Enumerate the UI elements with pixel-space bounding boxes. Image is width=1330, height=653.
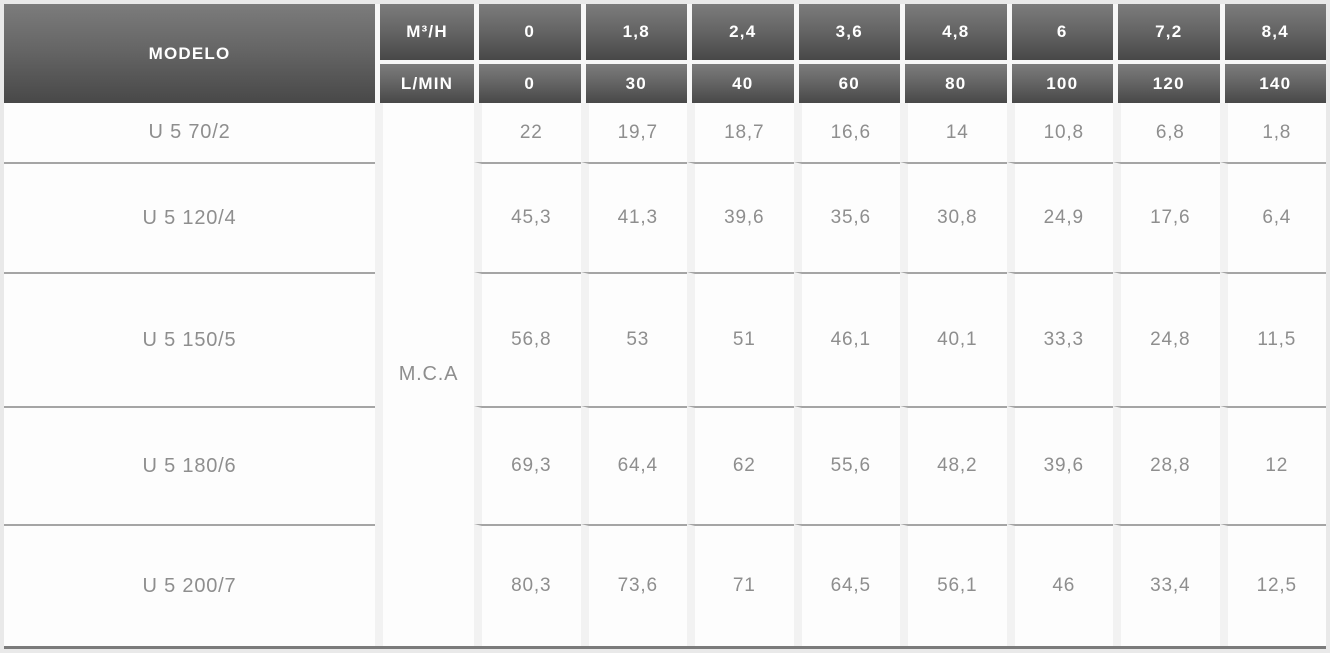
value-cell: 39,6 xyxy=(1006,406,1113,524)
flow-lmin-header-cell: 100 xyxy=(1006,60,1113,103)
table-bottom-line xyxy=(4,646,1326,649)
value-cell: 28,8 xyxy=(1113,406,1220,524)
value-cell: 12 xyxy=(1219,406,1326,524)
value-cell: 62 xyxy=(687,406,794,524)
flow-lmin-header-cell: 0 xyxy=(474,60,581,103)
value-cell: 24,9 xyxy=(1006,162,1113,272)
flow-lmin-header-cell: 40 xyxy=(687,60,794,103)
value-cell: 48,2 xyxy=(900,406,1007,524)
flow-m3h-header-cell: 7,2 xyxy=(1113,4,1220,60)
value-cell: 6,4 xyxy=(1219,162,1326,272)
value-cell: 64,5 xyxy=(793,524,900,646)
value-cell: 53 xyxy=(580,272,687,406)
value-cell: 16,6 xyxy=(793,103,900,162)
value-cell: 46 xyxy=(1006,524,1113,646)
unit-m3h-header: M³/H xyxy=(375,4,474,60)
value-cell: 14 xyxy=(900,103,1007,162)
value-cell: 6,8 xyxy=(1113,103,1220,162)
mca-unit-cell: M.C.A xyxy=(375,103,474,646)
value-cell: 30,8 xyxy=(900,162,1007,272)
unit-lmin-header: L/MIN xyxy=(375,60,474,103)
value-cell: 33,3 xyxy=(1006,272,1113,406)
value-cell: 41,3 xyxy=(580,162,687,272)
value-cell: 11,5 xyxy=(1219,272,1326,406)
value-cell: 56,8 xyxy=(474,272,581,406)
value-cell: 24,8 xyxy=(1113,272,1220,406)
model-cell: U 5 180/6 xyxy=(4,406,375,524)
model-cell: U 5 150/5 xyxy=(4,272,375,406)
flow-lmin-header-cell: 120 xyxy=(1113,60,1220,103)
modelo-column-header: MODELO xyxy=(4,4,375,103)
value-cell: 80,3 xyxy=(474,524,581,646)
value-cell: 40,1 xyxy=(900,272,1007,406)
flow-lmin-header-cell: 60 xyxy=(793,60,900,103)
flow-lmin-header-cell: 80 xyxy=(900,60,1007,103)
flow-lmin-header-cell: 140 xyxy=(1219,60,1326,103)
value-cell: 10,8 xyxy=(1006,103,1113,162)
flow-m3h-header-cell: 0 xyxy=(474,4,581,60)
value-cell: 71 xyxy=(687,524,794,646)
flow-m3h-header-cell: 4,8 xyxy=(900,4,1007,60)
flow-lmin-header-cell: 30 xyxy=(580,60,687,103)
value-cell: 69,3 xyxy=(474,406,581,524)
model-cell: U 5 200/7 xyxy=(4,524,375,646)
value-cell: 55,6 xyxy=(793,406,900,524)
model-cell: U 5 70/2 xyxy=(4,103,375,162)
flow-m3h-header-cell: 8,4 xyxy=(1219,4,1326,60)
value-cell: 51 xyxy=(687,272,794,406)
flow-m3h-header-cell: 2,4 xyxy=(687,4,794,60)
value-cell: 17,6 xyxy=(1113,162,1220,272)
flow-m3h-header-cell: 3,6 xyxy=(793,4,900,60)
value-cell: 19,7 xyxy=(580,103,687,162)
flow-m3h-header-cell: 1,8 xyxy=(580,4,687,60)
value-cell: 18,7 xyxy=(687,103,794,162)
value-cell: 46,1 xyxy=(793,272,900,406)
model-cell: U 5 120/4 xyxy=(4,162,375,272)
value-cell: 73,6 xyxy=(580,524,687,646)
value-cell: 12,5 xyxy=(1219,524,1326,646)
value-cell: 35,6 xyxy=(793,162,900,272)
value-cell: 33,4 xyxy=(1113,524,1220,646)
value-cell: 45,3 xyxy=(474,162,581,272)
pump-performance-table: MODELO M³/H 0 1,8 2,4 3,6 4,8 6 7,2 8,4 … xyxy=(4,4,1326,649)
value-cell: 56,1 xyxy=(900,524,1007,646)
value-cell: 64,4 xyxy=(580,406,687,524)
value-cell: 1,8 xyxy=(1219,103,1326,162)
value-cell: 39,6 xyxy=(687,162,794,272)
flow-m3h-header-cell: 6 xyxy=(1006,4,1113,60)
value-cell: 22 xyxy=(474,103,581,162)
